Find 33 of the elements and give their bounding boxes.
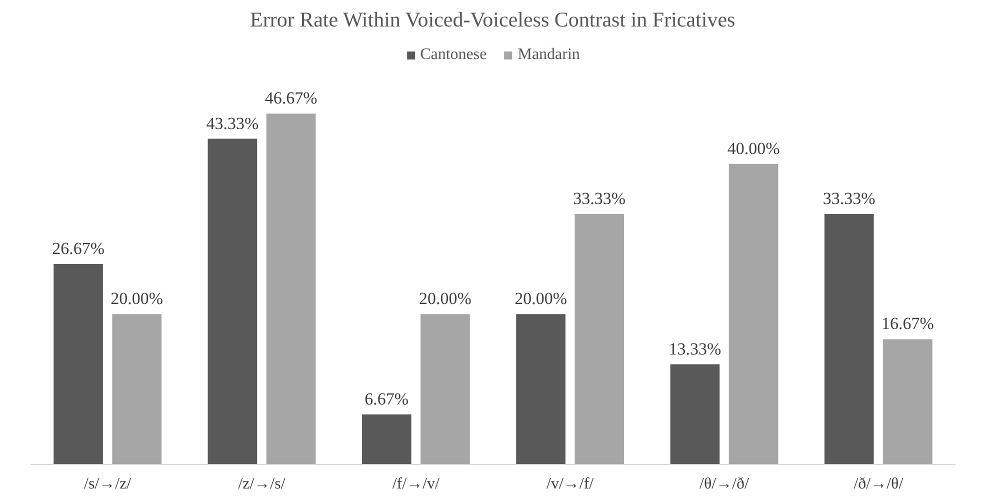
data-label: 26.67%: [52, 239, 105, 258]
data-label: 20.00%: [110, 289, 164, 308]
data-label: 46.67%: [264, 88, 318, 108]
bar: [362, 414, 412, 464]
x-tick-label: /θ/→/ð/: [700, 476, 750, 492]
bar: [824, 214, 874, 464]
legend-label: Cantonese: [420, 46, 487, 64]
data-label: 43.33%: [206, 114, 259, 133]
x-tick-label: /z/→/s/: [238, 476, 286, 492]
bar: [574, 214, 624, 464]
x-tick-label: /v/→/f/: [546, 476, 594, 492]
data-label: 33.33%: [822, 188, 876, 208]
data-label: 13.33%: [668, 339, 722, 358]
bar: [420, 314, 470, 464]
bar: [208, 138, 258, 464]
data-label: 20.00%: [419, 289, 472, 308]
x-tick-label: /ð/→/θ/: [854, 476, 904, 492]
bar: [883, 339, 932, 464]
bar: [728, 164, 778, 464]
legend-label: Mandarin: [518, 46, 580, 64]
data-label: 33.33%: [573, 188, 626, 208]
bar: [54, 264, 103, 464]
bar: [266, 114, 316, 464]
bar: [670, 364, 720, 464]
x-tick-label: /s/→/z/: [84, 476, 132, 492]
data-label: 40.00%: [727, 138, 780, 158]
bar: [112, 314, 162, 464]
bar: [516, 314, 566, 464]
chart-title: Error Rate Within Voiced-Voiceless Contrast in Fricatives: [250, 8, 736, 32]
data-label: 20.00%: [514, 289, 568, 308]
data-label: 6.67%: [364, 389, 409, 408]
data-label: 16.67%: [882, 314, 934, 334]
x-tick-label: /f/→/v/: [392, 476, 440, 492]
